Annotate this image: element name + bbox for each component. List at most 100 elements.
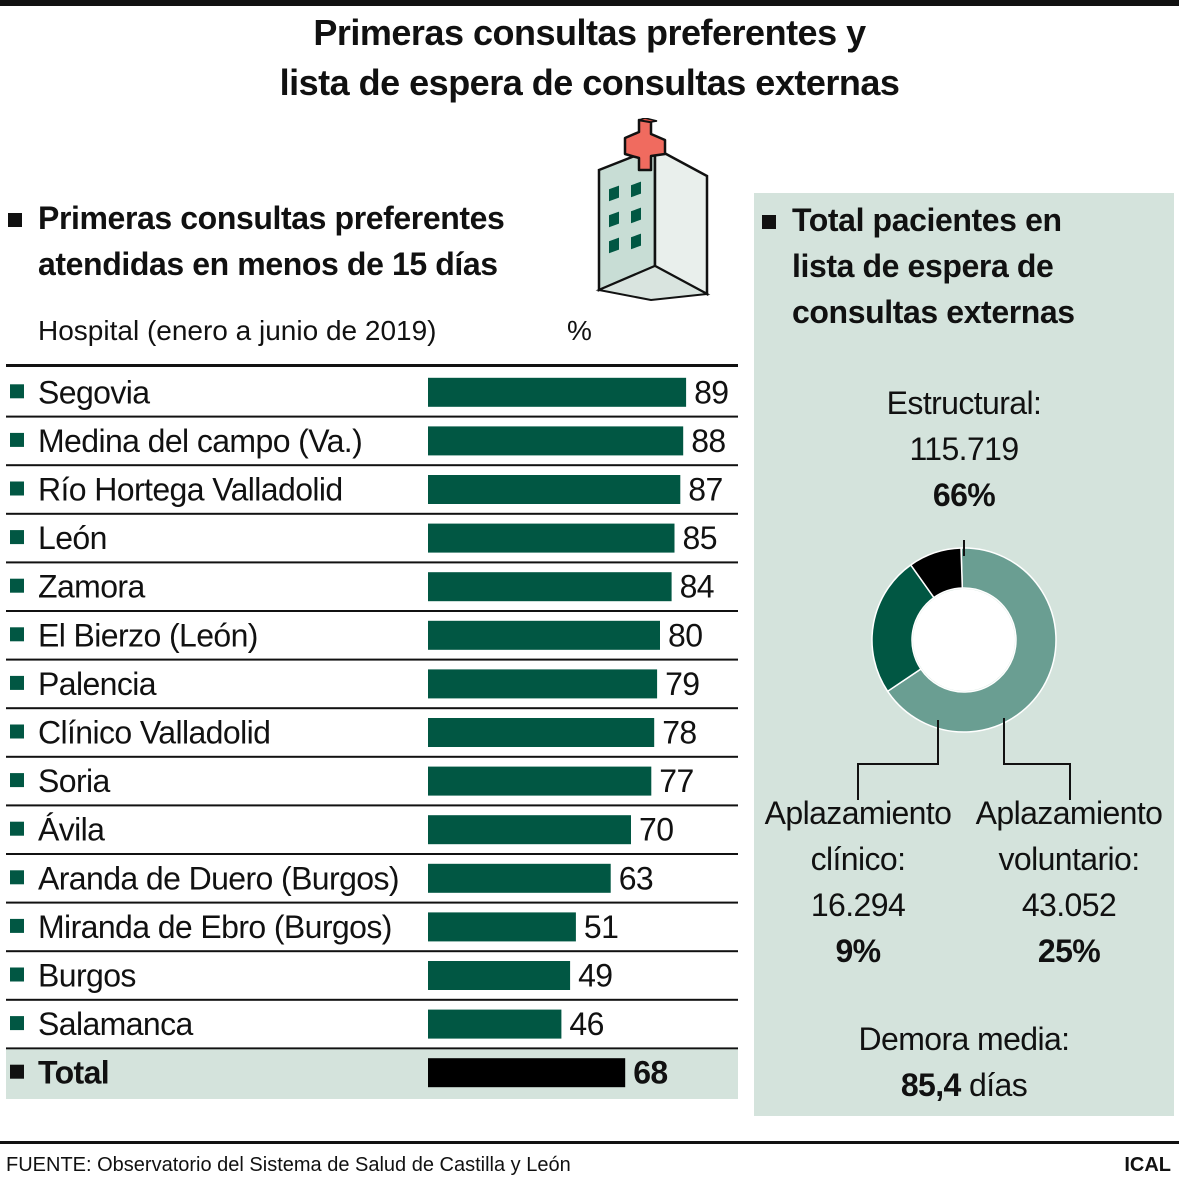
bar-row: Miranda de Ebro (Burgos) 51 — [6, 909, 738, 953]
row-marker-icon — [10, 1016, 24, 1031]
right-section-heading: Total pacientes en lista de espera de co… — [762, 197, 1075, 335]
row-marker-icon — [10, 967, 24, 982]
bar-row: El Bierzo (León) 80 — [6, 617, 738, 661]
row-marker-icon — [10, 481, 24, 496]
value-label: 88 — [691, 423, 725, 459]
row-marker-icon — [10, 530, 24, 545]
voluntario-pct: 25% — [1037, 933, 1101, 969]
category-label: Aranda de Duero (Burgos) — [38, 860, 399, 896]
column-header-unit: % — [567, 315, 592, 346]
category-label: Segovia — [38, 374, 150, 410]
bar — [428, 961, 571, 990]
row-divider — [6, 415, 738, 418]
category-label: Medina del campo (Va.) — [38, 423, 362, 459]
footer-rule — [0, 1141, 1179, 1144]
row-marker-icon — [10, 1064, 24, 1079]
category-label: Ávila — [38, 812, 105, 848]
category-label: Palencia — [38, 666, 157, 702]
label-voluntario: Aplazamiento voluntario: 43.052 25% — [966, 790, 1172, 974]
estructural-value: 115.719 — [909, 431, 1019, 467]
bullet-square-icon — [8, 213, 22, 227]
category-label: Total — [38, 1055, 109, 1091]
value-label: 89 — [694, 374, 728, 410]
value-label: 70 — [639, 812, 673, 848]
row-divider — [6, 998, 738, 1001]
leader-line-clinico — [857, 720, 939, 800]
value-label: 63 — [619, 860, 653, 896]
row-divider — [6, 561, 738, 564]
bar-row: Segovia 89 — [6, 374, 738, 418]
bar-row: Ávila 70 — [6, 812, 738, 855]
bar — [428, 912, 576, 942]
donut-hole — [913, 589, 1015, 691]
category-label: Río Hortega Valladolid — [38, 472, 343, 508]
label-clinico: Aplazamiento clínico: 16.294 9% — [756, 790, 960, 974]
row-marker-icon — [10, 773, 24, 788]
clinico-pct: 9% — [835, 933, 881, 969]
row-divider — [6, 707, 738, 710]
voluntario-value: 43.052 — [1021, 887, 1117, 923]
value-label: 79 — [665, 666, 699, 702]
row-marker-icon — [10, 627, 24, 642]
donut-chart — [857, 540, 1071, 800]
value-label: 46 — [569, 1006, 603, 1042]
row-divider — [6, 610, 738, 612]
value-label: 49 — [578, 958, 612, 994]
bar-row: Río Hortega Valladolid 87 — [6, 472, 738, 515]
bar — [428, 766, 652, 796]
row-divider — [6, 901, 738, 904]
row-marker-icon — [10, 578, 24, 593]
bar — [428, 475, 681, 504]
bar-row: Palencia 79 — [6, 666, 738, 710]
bar — [428, 815, 631, 845]
total-row: Total 68 — [6, 1049, 738, 1099]
row-marker-icon — [10, 724, 24, 739]
row-divider — [6, 853, 738, 855]
bar — [428, 718, 655, 747]
clinico-label-line1: Aplazamiento — [764, 795, 952, 831]
demora-figure: 85,4 días — [824, 1062, 1104, 1108]
category-label: Clínico Valladolid — [38, 715, 270, 751]
value-label: 78 — [662, 715, 696, 751]
row-divider — [6, 464, 738, 467]
category-label: Soria — [38, 763, 111, 799]
bar — [428, 669, 658, 699]
value-label: 85 — [683, 520, 717, 556]
demora-unit: días — [969, 1067, 1028, 1103]
category-label: León — [38, 520, 107, 556]
left-section-heading: Primeras consultas preferentes atendidas… — [8, 195, 505, 287]
voluntario-label-line2: voluntario: — [998, 841, 1140, 877]
voluntario-label-line1: Aplazamiento — [975, 795, 1163, 831]
bar-row: Soria 77 — [6, 763, 738, 807]
total-row-bg — [6, 1049, 738, 1099]
row-divider — [6, 755, 738, 758]
category-label: El Bierzo (León) — [38, 617, 258, 653]
value-label: 80 — [668, 617, 702, 653]
bar — [428, 1009, 562, 1039]
donut-slice-clinico — [909, 547, 964, 599]
total-bar — [428, 1058, 626, 1088]
row-divider — [6, 1047, 738, 1050]
bar-row: León 85 — [6, 520, 738, 564]
row-marker-icon — [10, 870, 24, 885]
bar-row: Clínico Valladolid 78 — [6, 715, 738, 758]
value-label: 77 — [659, 763, 693, 799]
bar-row: Zamora 84 — [6, 569, 738, 612]
label-estructural: Estructural: 115.719 66% — [824, 380, 1104, 518]
row-divider — [6, 658, 738, 661]
right-heading-line2: lista de espera de — [792, 248, 1054, 284]
estructural-label: Estructural: — [886, 385, 1042, 421]
bar — [428, 377, 687, 407]
column-header-hospital: Hospital (enero a junio de 2019) — [38, 315, 437, 346]
category-label: Miranda de Ebro (Burgos) — [38, 909, 392, 945]
row-marker-icon — [10, 384, 24, 399]
bar-chart: Segovia 89 Medina del campo (Va.) 88 Río Hor… — [6, 364, 738, 1099]
row-marker-icon — [10, 432, 24, 447]
clinico-value: 16.294 — [810, 887, 906, 923]
top-rule — [0, 0, 1179, 6]
donut-slice-estructural — [886, 547, 1057, 733]
row-marker-icon — [10, 821, 24, 836]
value-label: 68 — [633, 1055, 667, 1091]
row-divider — [6, 512, 738, 515]
